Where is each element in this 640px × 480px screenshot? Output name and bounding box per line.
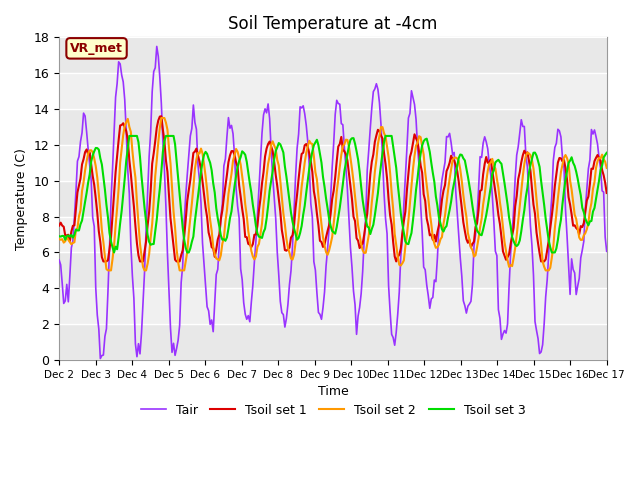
- Bar: [59, 288, 607, 324]
- Tsoil set 1: [575, 231, 583, 237]
- Title: Soil Temperature at -4cm: Soil Temperature at -4cm: [228, 15, 438, 33]
- Tsoil set 3: [249, 202, 257, 208]
- Line: Tair: Tair: [59, 47, 607, 359]
- Tair: [249, 283, 257, 288]
- Tair: [124, 168, 132, 173]
- Text: VR_met: VR_met: [70, 42, 123, 55]
- Tair: [97, 356, 104, 361]
- Tair: [575, 276, 583, 281]
- Bar: [59, 216, 607, 252]
- Tsoil set 1: [249, 241, 257, 247]
- Tsoil set 1: [157, 113, 165, 119]
- Y-axis label: Temperature (C): Temperature (C): [15, 148, 28, 250]
- Bar: [59, 73, 607, 109]
- Tsoil set 1: [298, 151, 305, 157]
- Tair: [55, 257, 63, 263]
- Tsoil set 1: [603, 190, 611, 196]
- Line: Tsoil set 1: Tsoil set 1: [59, 116, 607, 262]
- Line: Tsoil set 3: Tsoil set 3: [59, 136, 607, 252]
- Tsoil set 2: [157, 115, 165, 121]
- Tsoil set 3: [240, 150, 248, 156]
- Tsoil set 2: [575, 235, 583, 240]
- Tsoil set 3: [221, 238, 229, 244]
- Bar: [59, 1, 607, 37]
- X-axis label: Time: Time: [317, 385, 348, 398]
- Tsoil set 2: [55, 236, 63, 242]
- Tsoil set 3: [110, 250, 118, 255]
- Tsoil set 3: [575, 185, 583, 191]
- Tsoil set 3: [124, 145, 132, 151]
- Tsoil set 2: [221, 219, 229, 225]
- Tsoil set 3: [603, 150, 611, 156]
- Tsoil set 2: [603, 165, 611, 171]
- Tsoil set 3: [298, 223, 305, 229]
- Tsoil set 1: [124, 137, 132, 143]
- Tsoil set 3: [125, 133, 133, 139]
- Tsoil set 1: [100, 259, 108, 264]
- Tair: [221, 156, 229, 162]
- Tsoil set 1: [55, 223, 63, 228]
- Tair: [603, 249, 611, 254]
- Tair: [153, 44, 161, 49]
- Tsoil set 1: [221, 183, 229, 189]
- Tsoil set 2: [124, 116, 132, 122]
- Tsoil set 2: [298, 184, 305, 190]
- Tair: [240, 300, 248, 306]
- Tsoil set 2: [249, 253, 257, 259]
- Tsoil set 3: [55, 233, 63, 239]
- Tair: [298, 105, 305, 111]
- Tsoil set 2: [240, 185, 248, 191]
- Tsoil set 2: [104, 267, 112, 273]
- Line: Tsoil set 2: Tsoil set 2: [59, 118, 607, 270]
- Bar: [59, 145, 607, 181]
- Legend: Tair, Tsoil set 1, Tsoil set 2, Tsoil set 3: Tair, Tsoil set 1, Tsoil set 2, Tsoil se…: [136, 398, 531, 421]
- Tsoil set 1: [240, 216, 248, 222]
